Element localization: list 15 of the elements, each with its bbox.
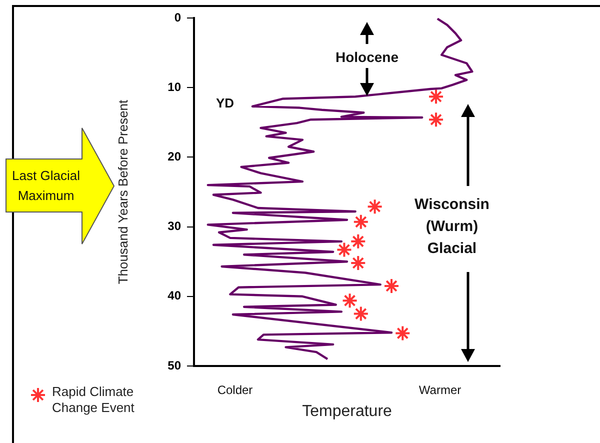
y-axis-title: Thousand Years Before Present bbox=[115, 99, 130, 284]
annotation: Wisconsin (Wurm) Glacial bbox=[414, 195, 490, 259]
y-tick-label: 40 bbox=[168, 288, 182, 303]
y-tick-label: 10 bbox=[168, 80, 182, 94]
legend-label: Rapid Climate Change Event bbox=[52, 384, 136, 416]
annotation: YD bbox=[216, 96, 234, 110]
y-tick-label: 30 bbox=[168, 219, 182, 234]
annotation: Holocene bbox=[335, 49, 399, 65]
y-tick-label: 0 bbox=[174, 10, 182, 24]
y-tick-label: 50 bbox=[168, 358, 182, 372]
y-tick-label: 20 bbox=[168, 150, 182, 164]
text: Warmer bbox=[418, 383, 462, 397]
x-axis-title: Temperature bbox=[302, 402, 392, 420]
text: Last Glacial Maximum bbox=[11, 167, 81, 205]
text: Colder bbox=[217, 383, 253, 397]
